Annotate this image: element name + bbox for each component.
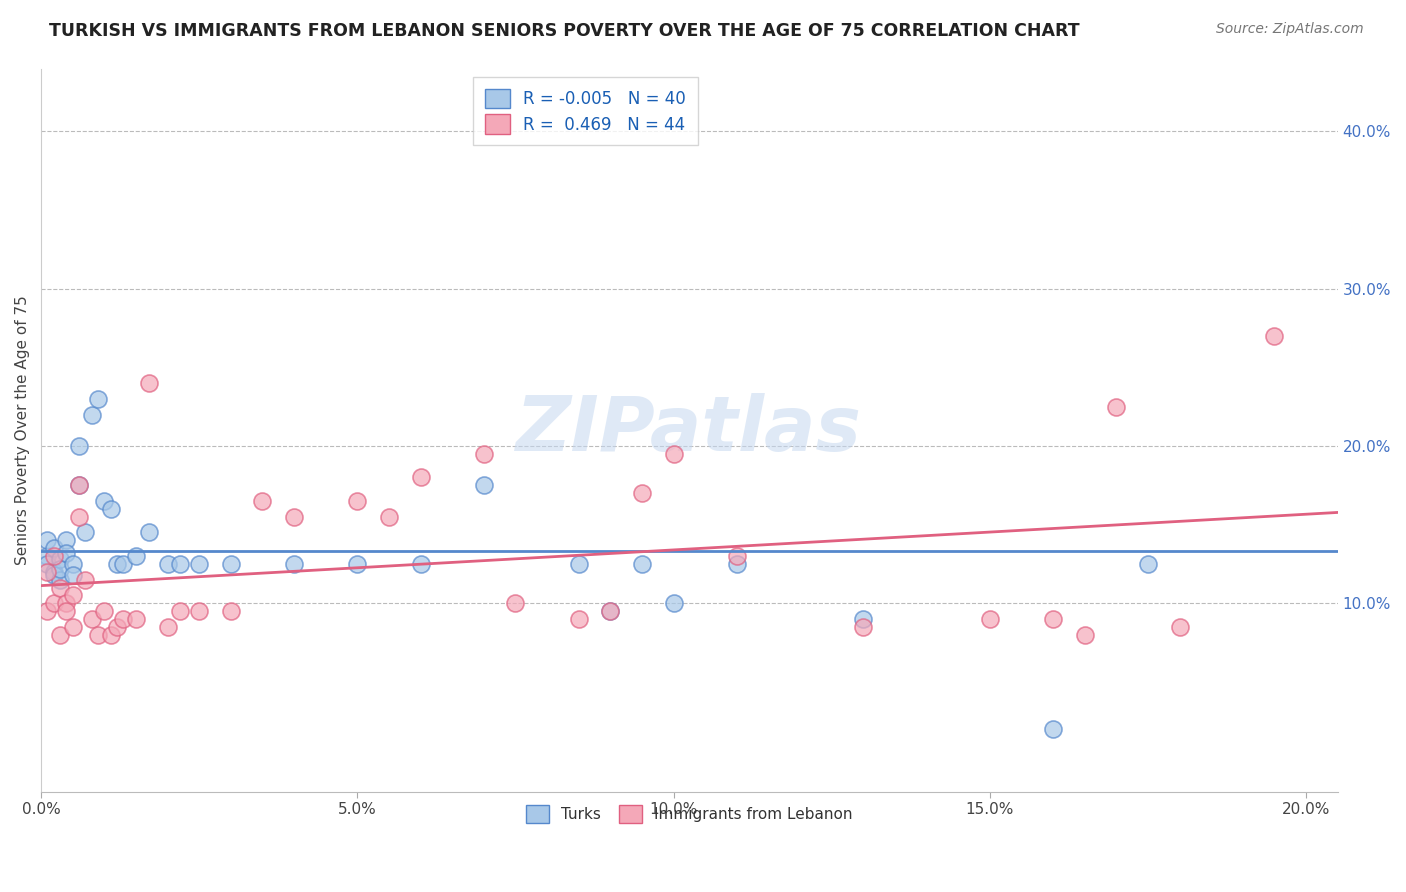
Point xyxy=(346,494,368,508)
Point xyxy=(283,509,305,524)
Point xyxy=(87,628,110,642)
Point xyxy=(188,604,211,618)
Point xyxy=(568,612,591,626)
Point xyxy=(156,557,179,571)
Point xyxy=(1042,722,1064,736)
Point xyxy=(283,557,305,571)
Point xyxy=(87,392,110,406)
Point xyxy=(662,596,685,610)
Point xyxy=(631,557,654,571)
Point xyxy=(852,612,875,626)
Point xyxy=(55,596,77,610)
Point xyxy=(75,573,97,587)
Point xyxy=(49,628,72,642)
Point xyxy=(62,557,84,571)
Point xyxy=(55,533,77,548)
Point xyxy=(219,604,242,618)
Point xyxy=(67,509,90,524)
Point xyxy=(725,557,748,571)
Point xyxy=(62,588,84,602)
Point xyxy=(979,612,1001,626)
Point xyxy=(219,557,242,571)
Point xyxy=(49,573,72,587)
Point xyxy=(37,549,59,563)
Point xyxy=(75,525,97,540)
Point xyxy=(42,596,65,610)
Point xyxy=(1042,612,1064,626)
Point xyxy=(80,612,103,626)
Point xyxy=(631,486,654,500)
Point xyxy=(37,557,59,571)
Point xyxy=(80,408,103,422)
Point xyxy=(112,612,135,626)
Point xyxy=(93,494,115,508)
Point xyxy=(62,620,84,634)
Point xyxy=(852,620,875,634)
Point xyxy=(599,604,621,618)
Point xyxy=(472,478,495,492)
Point xyxy=(37,533,59,548)
Point xyxy=(42,565,65,579)
Point xyxy=(105,557,128,571)
Point xyxy=(169,604,191,618)
Point xyxy=(138,525,160,540)
Point xyxy=(1073,628,1095,642)
Point xyxy=(599,604,621,618)
Point xyxy=(93,604,115,618)
Point xyxy=(505,596,527,610)
Point xyxy=(156,620,179,634)
Point xyxy=(37,565,59,579)
Point xyxy=(1168,620,1191,634)
Point xyxy=(55,546,77,560)
Point xyxy=(252,494,274,508)
Point xyxy=(100,501,122,516)
Point xyxy=(100,628,122,642)
Point xyxy=(346,557,368,571)
Point xyxy=(49,581,72,595)
Point xyxy=(1136,557,1159,571)
Point xyxy=(125,612,148,626)
Point xyxy=(37,604,59,618)
Point xyxy=(112,557,135,571)
Point xyxy=(409,557,432,571)
Point xyxy=(472,447,495,461)
Point xyxy=(105,620,128,634)
Point xyxy=(568,557,591,571)
Point xyxy=(188,557,211,571)
Point xyxy=(55,604,77,618)
Point xyxy=(378,509,401,524)
Point xyxy=(67,439,90,453)
Point xyxy=(67,478,90,492)
Legend: Turks, Immigrants from Lebanon: Turks, Immigrants from Lebanon xyxy=(513,793,865,835)
Point xyxy=(49,561,72,575)
Point xyxy=(62,568,84,582)
Point xyxy=(1105,400,1128,414)
Y-axis label: Seniors Poverty Over the Age of 75: Seniors Poverty Over the Age of 75 xyxy=(15,295,30,566)
Point xyxy=(662,447,685,461)
Text: Source: ZipAtlas.com: Source: ZipAtlas.com xyxy=(1216,22,1364,37)
Point xyxy=(138,376,160,390)
Point xyxy=(1263,329,1285,343)
Point xyxy=(409,470,432,484)
Point xyxy=(725,549,748,563)
Point xyxy=(42,568,65,582)
Text: ZIPatlas: ZIPatlas xyxy=(516,393,862,467)
Text: TURKISH VS IMMIGRANTS FROM LEBANON SENIORS POVERTY OVER THE AGE OF 75 CORRELATIO: TURKISH VS IMMIGRANTS FROM LEBANON SENIO… xyxy=(49,22,1080,40)
Point xyxy=(169,557,191,571)
Point xyxy=(67,478,90,492)
Point xyxy=(125,549,148,563)
Point xyxy=(42,541,65,556)
Point xyxy=(49,552,72,566)
Point xyxy=(42,549,65,563)
